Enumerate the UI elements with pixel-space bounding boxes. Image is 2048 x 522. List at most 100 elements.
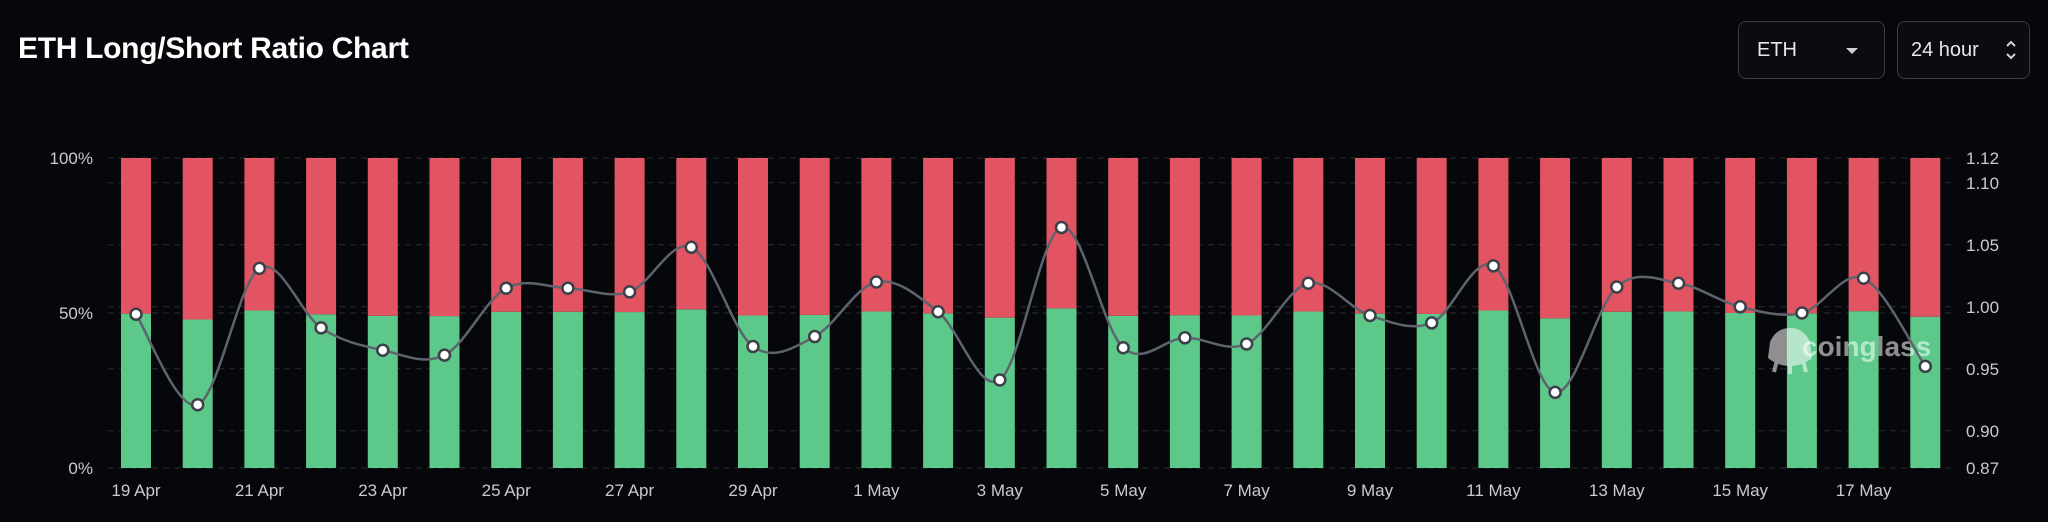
- short-bar[interactable]: [1108, 158, 1139, 316]
- ratio-point[interactable]: [1486, 259, 1501, 273]
- long-bar[interactable]: [491, 311, 522, 468]
- ratio-point[interactable]: [1733, 300, 1747, 314]
- short-bar[interactable]: [1478, 158, 1509, 311]
- ratio-point[interactable]: [1301, 276, 1316, 290]
- long-bar[interactable]: [1046, 308, 1077, 468]
- ratio-line-path: [134, 226, 1927, 407]
- long-bar[interactable]: [121, 313, 151, 468]
- ratio-point[interactable]: [1116, 340, 1130, 355]
- y-left-tick-label: 0%: [68, 459, 93, 478]
- axes: 0% 50% 100% 0.87 0.90 0.95 1.00 1.05 1.10 1.12 19 …: [50, 149, 2000, 500]
- long-bar[interactable]: [1108, 315, 1139, 468]
- x-tick-label: 17 May: [1836, 481, 1892, 500]
- period-select[interactable]: 24 hour: [1897, 21, 2030, 79]
- bars: [121, 158, 1941, 468]
- ratio-point[interactable]: [561, 281, 575, 295]
- ratio-point[interactable]: [1671, 276, 1686, 290]
- short-bar[interactable]: [306, 158, 337, 315]
- ratio-point[interactable]: [1178, 331, 1192, 345]
- ratio-point[interactable]: [252, 261, 267, 276]
- ratio-point[interactable]: [1054, 220, 1069, 235]
- x-tick-label: 29 Apr: [728, 481, 777, 500]
- ratio-point[interactable]: [1548, 385, 1562, 400]
- long-bar[interactable]: [984, 317, 1015, 468]
- long-bar[interactable]: [552, 311, 583, 468]
- long-bar[interactable]: [306, 314, 337, 468]
- ratio-point[interactable]: [1363, 308, 1377, 323]
- long-bar[interactable]: [861, 311, 892, 468]
- y-right-tick-label: 1.12: [1966, 149, 1999, 168]
- y-right-tick-label: 0.87: [1966, 459, 1999, 478]
- ratio-line: [129, 220, 1933, 412]
- ratio-point[interactable]: [499, 281, 513, 295]
- caret-down-icon: [1846, 48, 1858, 54]
- ratio-point[interactable]: [129, 307, 143, 321]
- short-bar[interactable]: [1231, 158, 1262, 316]
- ratio-point[interactable]: [931, 305, 945, 319]
- ratio-point[interactable]: [1610, 280, 1624, 294]
- short-bar[interactable]: [244, 158, 275, 311]
- ratio-point[interactable]: [1795, 306, 1809, 320]
- short-bar[interactable]: [738, 158, 768, 316]
- ratio-point[interactable]: [746, 339, 760, 354]
- short-bar[interactable]: [1910, 158, 1941, 317]
- long-bar[interactable]: [1910, 316, 1941, 468]
- y-right-tick-label: 0.95: [1966, 360, 1999, 379]
- short-bar[interactable]: [1786, 158, 1817, 314]
- ratio-point[interactable]: [1856, 271, 1871, 286]
- ratio-point[interactable]: [190, 398, 205, 412]
- y-right-tick-label: 1.00: [1966, 298, 1999, 317]
- x-tick-label: 23 Apr: [358, 481, 407, 500]
- short-bar[interactable]: [799, 158, 830, 315]
- ratio-point[interactable]: [437, 348, 452, 362]
- ratio-point[interactable]: [1918, 359, 1933, 374]
- long-bar[interactable]: [367, 315, 398, 468]
- short-bar[interactable]: [1416, 158, 1447, 314]
- short-bar[interactable]: [1848, 158, 1879, 312]
- long-bar[interactable]: [1725, 313, 1756, 468]
- short-bar[interactable]: [676, 158, 707, 310]
- short-bar[interactable]: [121, 158, 151, 314]
- short-bar[interactable]: [1355, 158, 1385, 314]
- ratio-point[interactable]: [684, 240, 699, 255]
- coinglass-logo-icon: [1768, 328, 1812, 374]
- long-bar[interactable]: [429, 316, 460, 468]
- y-right-tick-label: 1.05: [1966, 236, 1999, 255]
- short-bar[interactable]: [923, 158, 954, 314]
- ratio-point[interactable]: [993, 373, 1007, 387]
- short-bar[interactable]: [1169, 158, 1200, 316]
- x-tick-label: 13 May: [1589, 481, 1645, 500]
- short-bar[interactable]: [429, 158, 460, 317]
- short-bar[interactable]: [1540, 158, 1571, 319]
- short-bar[interactable]: [1725, 158, 1756, 313]
- long-bar[interactable]: [1663, 311, 1694, 468]
- coin-select[interactable]: ETH: [1738, 21, 1885, 79]
- long-bar[interactable]: [1416, 313, 1447, 468]
- short-bar[interactable]: [984, 158, 1015, 318]
- short-bar[interactable]: [367, 158, 398, 316]
- watermark: coinglass: [1768, 328, 1931, 374]
- x-tick-label: 7 May: [1223, 481, 1270, 500]
- sort-updown-icon: [2006, 40, 2016, 60]
- long-bar[interactable]: [244, 310, 275, 468]
- ratio-point[interactable]: [376, 343, 390, 357]
- long-bar[interactable]: [1293, 311, 1324, 468]
- long-bar[interactable]: [738, 315, 768, 468]
- ratio-point[interactable]: [807, 329, 822, 344]
- ratio-point[interactable]: [869, 275, 884, 289]
- x-tick-label: 19 Apr: [111, 481, 160, 500]
- long-bar[interactable]: [1478, 310, 1509, 468]
- ratio-point[interactable]: [1239, 337, 1254, 351]
- ratio-point[interactable]: [622, 285, 637, 299]
- long-bar[interactable]: [1355, 313, 1385, 468]
- long-bar[interactable]: [614, 312, 645, 468]
- ratio-point[interactable]: [314, 321, 328, 335]
- ratio-point[interactable]: [1424, 316, 1439, 330]
- chart-title: ETH Long/Short Ratio Chart: [18, 32, 409, 65]
- short-bar[interactable]: [182, 158, 213, 320]
- long-bar[interactable]: [1848, 311, 1879, 468]
- long-bar[interactable]: [676, 309, 707, 468]
- long-bar[interactable]: [923, 313, 954, 468]
- long-bar[interactable]: [1601, 311, 1632, 468]
